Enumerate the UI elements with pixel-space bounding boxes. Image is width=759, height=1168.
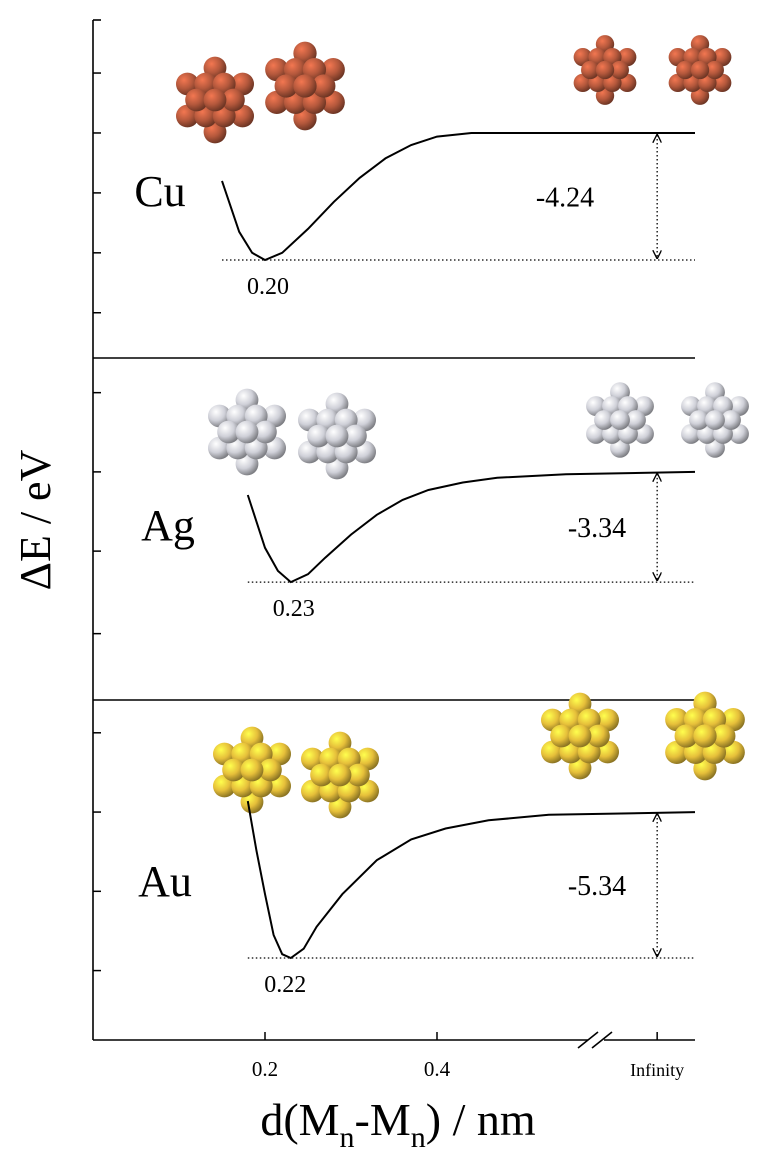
atom <box>217 420 241 444</box>
cluster <box>668 35 732 105</box>
cluster <box>265 41 345 131</box>
cluster <box>665 691 745 781</box>
cluster <box>573 35 637 105</box>
x-label-sub: n <box>411 1121 426 1154</box>
axis-break <box>577 1031 613 1049</box>
atom <box>235 420 259 444</box>
atom <box>222 758 246 782</box>
atom <box>221 88 245 112</box>
atom <box>568 724 592 748</box>
cluster <box>586 382 654 458</box>
x-tick-label: Infinity <box>630 1060 684 1080</box>
x-label-part: ) / nm <box>426 1094 536 1145</box>
cluster <box>300 731 380 819</box>
x-tick-label: 0.4 <box>424 1057 451 1081</box>
curve <box>221 132 695 262</box>
cluster <box>540 692 620 780</box>
atom <box>594 410 614 430</box>
atom <box>705 60 724 80</box>
atom <box>203 88 227 112</box>
element-label: Cu <box>134 167 185 216</box>
x-label-sub: n <box>340 1121 355 1154</box>
cluster <box>175 56 255 144</box>
atom <box>676 60 695 80</box>
element-label: Ag <box>141 501 195 550</box>
atom <box>626 410 646 430</box>
minimum-label: 0.23 <box>273 596 315 622</box>
x-tick-label: 0.2 <box>252 1057 278 1081</box>
depth-label: -3.34 <box>568 513 626 544</box>
atom <box>705 410 725 430</box>
atom <box>310 763 334 787</box>
x-axis-label: d(Mn-Mn) / nm <box>260 1094 536 1154</box>
atom <box>610 60 629 80</box>
curve <box>246 470 696 584</box>
cluster <box>212 726 292 814</box>
depth-label: -4.24 <box>536 182 594 213</box>
atom <box>690 60 710 80</box>
curve <box>246 800 696 960</box>
atom <box>307 424 331 448</box>
minimum-label: 0.22 <box>264 972 306 998</box>
atom <box>674 724 698 748</box>
atom <box>185 88 209 112</box>
atom <box>712 724 736 748</box>
atom <box>293 74 317 98</box>
y-axis-label: ΔE / eV <box>11 449 60 590</box>
atom <box>346 763 370 787</box>
x-label-part: d(M <box>260 1094 339 1145</box>
atom <box>240 758 264 782</box>
atom <box>721 410 741 430</box>
minimum-label: 0.20 <box>247 274 289 300</box>
cluster <box>297 392 377 480</box>
atom <box>328 763 352 787</box>
element-label: Au <box>138 857 192 906</box>
atom <box>274 74 298 98</box>
atom <box>689 410 709 430</box>
atom <box>550 724 574 748</box>
atom <box>581 60 600 80</box>
atom <box>693 724 717 748</box>
cluster <box>207 388 287 476</box>
x-label-part: -M <box>355 1094 411 1145</box>
atom <box>595 60 615 80</box>
atom <box>312 74 336 98</box>
depth-label: -5.34 <box>568 871 626 902</box>
atom <box>253 420 277 444</box>
atom <box>325 424 349 448</box>
atom <box>586 724 610 748</box>
atom <box>610 410 630 430</box>
atom <box>258 758 282 782</box>
cluster <box>681 382 749 458</box>
atom <box>343 424 367 448</box>
